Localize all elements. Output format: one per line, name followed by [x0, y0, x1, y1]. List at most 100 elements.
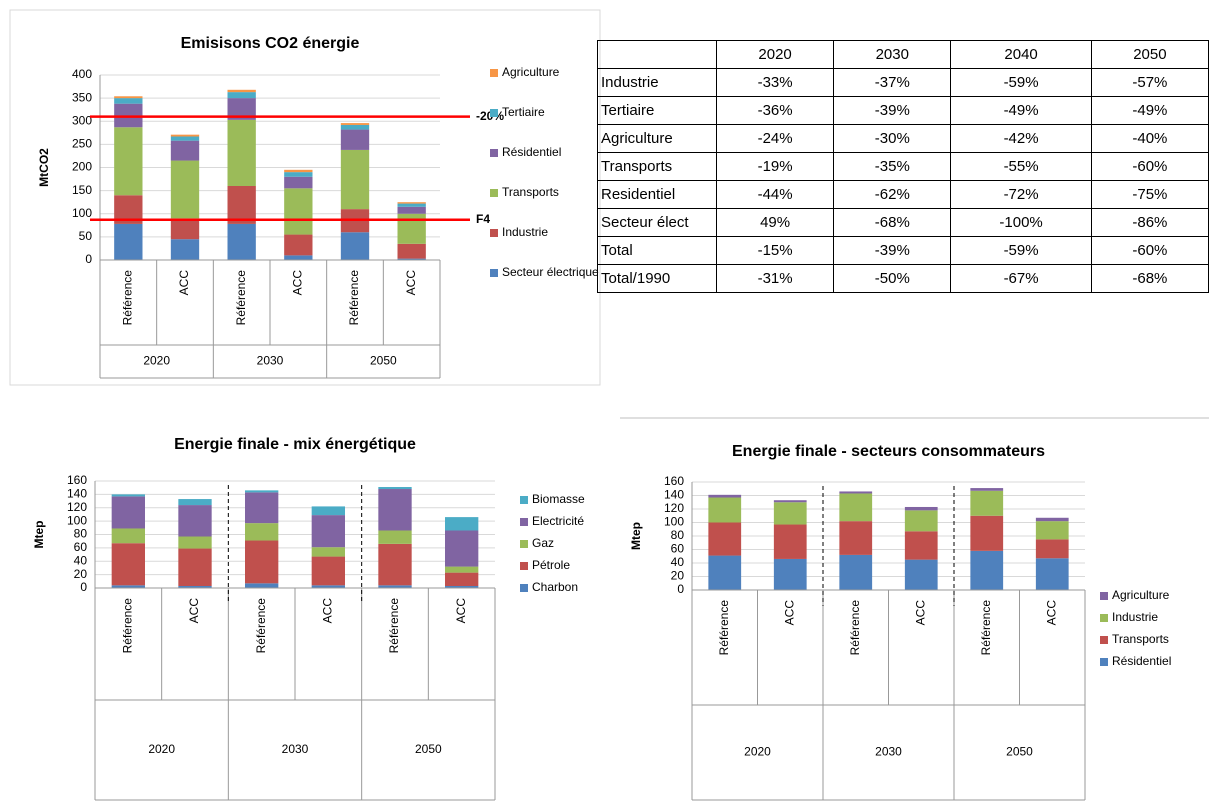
table-row: Transports -19% -35% -55% -60%	[597, 152, 1209, 181]
y-tick-label: 40	[74, 553, 88, 567]
bar-segment	[1035, 517, 1069, 522]
y-tick-label: 350	[72, 90, 92, 104]
bar-segment	[970, 550, 1004, 590]
table-cell: -67%	[950, 264, 1092, 293]
table-cell: 2030	[833, 40, 952, 69]
bar-segment	[340, 232, 370, 260]
bar-segment	[839, 493, 873, 522]
bar-segment	[245, 583, 279, 588]
bar-segment	[1035, 539, 1069, 559]
table-row: Total -15% -39% -59% -60%	[597, 236, 1209, 265]
table-cell: -68%	[833, 208, 952, 237]
bar-segment	[708, 494, 742, 498]
bar-segment	[227, 186, 256, 224]
x-tick-label: ACC	[782, 600, 796, 626]
bar-segment	[378, 530, 412, 544]
bar-segment	[311, 556, 345, 586]
table-row: Residentiel -44% -62% -72% -75%	[597, 180, 1209, 209]
bar-segment	[284, 234, 313, 256]
bar-segment	[708, 555, 742, 590]
y-tick-label: 20	[671, 569, 685, 583]
bar-segment	[340, 124, 370, 130]
bar-segment	[284, 176, 313, 189]
legend-swatch	[1100, 592, 1108, 600]
legend-label: Pétrole	[532, 558, 570, 572]
table-cell: -33%	[715, 68, 835, 97]
bar-segment	[111, 528, 145, 544]
bar-segment	[970, 515, 1004, 551]
bar-segment	[397, 213, 426, 244]
table-body: 2020 2030 2040 2050 Industrie -33% -37% -59% -57…	[597, 40, 1209, 293]
bar-segment	[227, 92, 256, 99]
y-tick-label: 160	[67, 473, 87, 487]
y-tick-label: 80	[671, 528, 685, 542]
bar-segment	[227, 98, 256, 120]
x-tick-label: Référence	[121, 270, 135, 326]
legend-label: Tertiaire	[502, 105, 545, 119]
bar-segment	[170, 134, 200, 137]
table-cell: -60%	[1090, 236, 1209, 265]
group-label: 2020	[744, 745, 771, 759]
legend-swatch	[490, 189, 498, 197]
bar-segment	[284, 169, 313, 173]
legend-swatch	[490, 229, 498, 237]
table-cell: -35%	[833, 152, 952, 181]
table-cell: -75%	[1090, 180, 1209, 209]
y-tick-label: 160	[664, 474, 684, 488]
bar-segment	[178, 536, 212, 549]
legend-label: Transports	[1112, 632, 1169, 646]
legend-swatch	[520, 584, 528, 592]
legend-label: Electricité	[532, 514, 584, 528]
x-tick-label: ACC	[291, 270, 305, 296]
bar-segment	[970, 490, 1004, 516]
bar-segment	[773, 502, 807, 525]
chart-title: Energie finale - mix énergétique	[174, 436, 416, 453]
table-cell: -59%	[950, 236, 1092, 265]
bar-segment	[378, 489, 412, 531]
bar-segment	[227, 89, 256, 93]
x-tick-label: ACC	[187, 598, 201, 624]
table-row: Tertiaire -36% -39% -49% -49%	[597, 96, 1209, 125]
x-tick-label: ACC	[177, 270, 191, 296]
legend-label: Industrie	[502, 225, 548, 239]
bar-segment	[284, 188, 313, 235]
x-tick-label: Référence	[234, 270, 248, 326]
table-cell: Tertiaire	[597, 96, 717, 125]
table-cell: -37%	[833, 68, 952, 97]
x-tick-label: Référence	[347, 270, 361, 326]
y-tick-label: 300	[72, 113, 92, 127]
bar-segment	[170, 218, 200, 240]
legend-swatch	[490, 69, 498, 77]
bar-segment	[1035, 521, 1069, 540]
bar-segment	[378, 585, 412, 588]
bar-segment	[378, 487, 412, 490]
table-cell: -50%	[833, 264, 952, 293]
legend-swatch	[520, 562, 528, 570]
bar-segment	[227, 223, 256, 260]
table-cell: -31%	[715, 264, 835, 293]
table-cell: -62%	[833, 180, 952, 209]
legend-swatch	[1100, 636, 1108, 644]
y-tick-label: 0	[80, 580, 87, 594]
table-cell: -30%	[833, 124, 952, 153]
table-cell	[597, 40, 717, 69]
legend-label: Biomasse	[532, 492, 585, 506]
y-tick-label: 50	[79, 229, 93, 243]
y-tick-label: 100	[67, 513, 87, 527]
y-axis-label: MtCO2	[37, 148, 51, 187]
bar-segment	[378, 543, 412, 586]
y-tick-label: 400	[72, 67, 92, 81]
bar-segment	[340, 129, 370, 150]
table-row: Total/1990 -31% -50% -67% -68%	[597, 264, 1209, 293]
bar-segment	[245, 490, 279, 493]
legend-swatch	[490, 109, 498, 117]
y-axis-label: Mtep	[629, 522, 643, 550]
bar-segment	[178, 548, 212, 586]
table-cell: Secteur élect	[597, 208, 717, 237]
bar-segment	[904, 531, 938, 560]
bar-segment	[170, 140, 200, 161]
table-cell: Total	[597, 236, 717, 265]
y-tick-label: 0	[677, 582, 684, 596]
